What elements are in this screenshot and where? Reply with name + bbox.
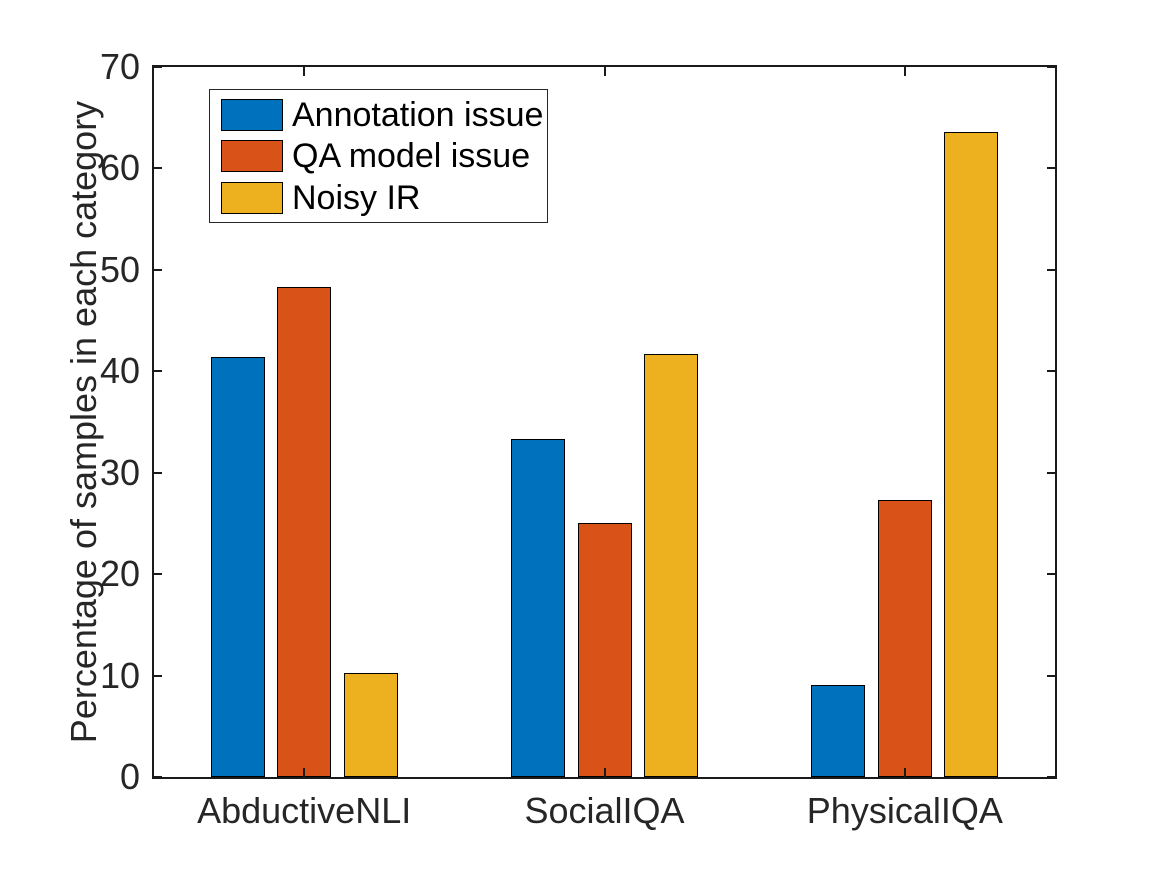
bar-noisy-ir-physicaliqa [944,131,999,777]
y-tick [154,471,162,474]
legend-label: Annotation issue [292,95,544,134]
bar-qa-model-issue-socialiqa [577,523,632,777]
plot-area [152,65,1057,779]
x-tick-label-abductivenli: AbductiveNLI [197,790,412,831]
y-tick-label: 70 [99,46,140,87]
y-tick-mirror [1047,370,1055,373]
bar-annotation-issue-socialiqa [511,439,565,777]
y-tick-label: 0 [119,756,140,797]
legend-item-qa-model-issue: QA model issue [221,139,547,173]
y-tick [154,66,162,68]
x-tick [603,768,606,777]
x-tick-label-socialiqa: SocialIQA [524,790,685,831]
legend: Annotation issue QA model issue Noisy IR [209,89,548,223]
bar-qa-model-issue-physicaliqa [877,500,932,777]
x-tick-mirror [303,67,306,76]
y-tick [154,573,162,576]
y-tick-mirror [1047,167,1055,170]
y-tick-mirror [1047,268,1055,271]
y-tick-mirror [1047,776,1055,778]
y-tick [154,167,162,170]
y-tick-label: 10 [99,654,140,696]
bar-noisy-ir-socialiqa [644,354,698,777]
legend-swatch-annotation-issue [221,98,283,131]
y-tick-label: 20 [99,553,140,595]
y-tick-label: 60 [99,147,140,189]
legend-item-noisy-ir: Noisy IR [221,181,547,215]
legend-swatch-noisy-ir [221,181,283,214]
y-axis-label: Percentage of samples in each category [63,100,104,744]
x-tick [303,768,306,777]
legend-label: QA model issue [292,137,531,175]
bar-qa-model-issue-abductivenli [277,287,332,777]
y-tick-mirror [1047,674,1055,677]
y-tick [154,370,162,373]
y-tick-label: 50 [99,248,140,290]
legend-swatch-qa-model-issue [221,140,283,172]
y-tick [154,776,162,778]
y-tick-mirror [1047,573,1055,576]
legend-label: Noisy IR [292,178,421,217]
legend-item-annotation-issue: Annotation issue [221,98,547,132]
x-tick-mirror [903,67,906,76]
x-tick [903,768,906,777]
y-tick-mirror [1047,66,1055,68]
y-tick [154,674,162,677]
y-tick-label: 40 [99,350,140,392]
y-tick [154,268,162,271]
y-tick-mirror [1047,471,1055,474]
bar-noisy-ir-abductivenli [343,672,398,777]
bar-annotation-issue-physicaliqa [811,684,866,777]
x-tick-label-physicaliqa: PhysicalIQA [806,790,1003,831]
x-tick-mirror [603,67,606,76]
bar-annotation-issue-abductivenli [210,357,265,777]
y-tick-label: 30 [99,451,140,493]
